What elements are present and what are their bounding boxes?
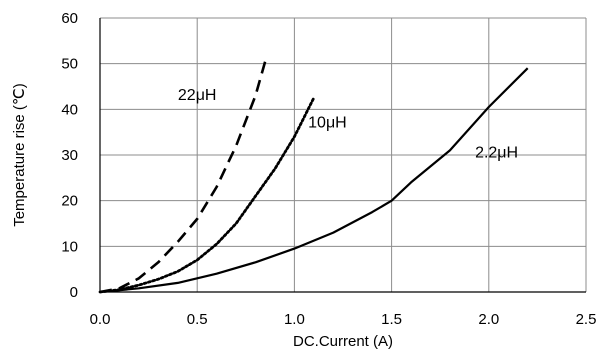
series-line [98,96,316,294]
series-line [99,61,267,294]
y-tick-label: 20 [61,193,78,210]
y-axis-title: Temperature rise (℃) [11,83,28,227]
y-tick-label: 50 [61,56,78,73]
x-tick-label: 1.0 [284,311,305,328]
y-tick-label: 0 [70,284,78,301]
series-label: 22μH [178,87,217,104]
x-tick-label: 1.5 [381,311,402,328]
series-label: 10μH [308,115,347,132]
series-labels: 22μH 10μH 2.2μH [178,87,518,161]
series-lines [98,61,529,294]
tick-labels: 0.0 0.5 1.0 1.5 2.0 2.5 0 10 20 30 40 50 60 [61,10,596,328]
x-axis-title: DC.Current (A) [293,333,393,350]
x-tick-label: 2.5 [576,311,597,328]
y-tick-label: 60 [61,10,78,27]
series-line [99,67,529,294]
x-tick-label: 0.5 [187,311,208,328]
y-tick-label: 30 [61,147,78,164]
y-tick-label: 40 [61,101,78,118]
axes [99,18,586,293]
x-tick-label: 2.0 [478,311,499,328]
y-tick-label: 10 [61,238,78,255]
x-tick-label: 0.0 [90,311,111,328]
series-label: 2.2μH [475,144,518,161]
gridlines [100,17,587,292]
